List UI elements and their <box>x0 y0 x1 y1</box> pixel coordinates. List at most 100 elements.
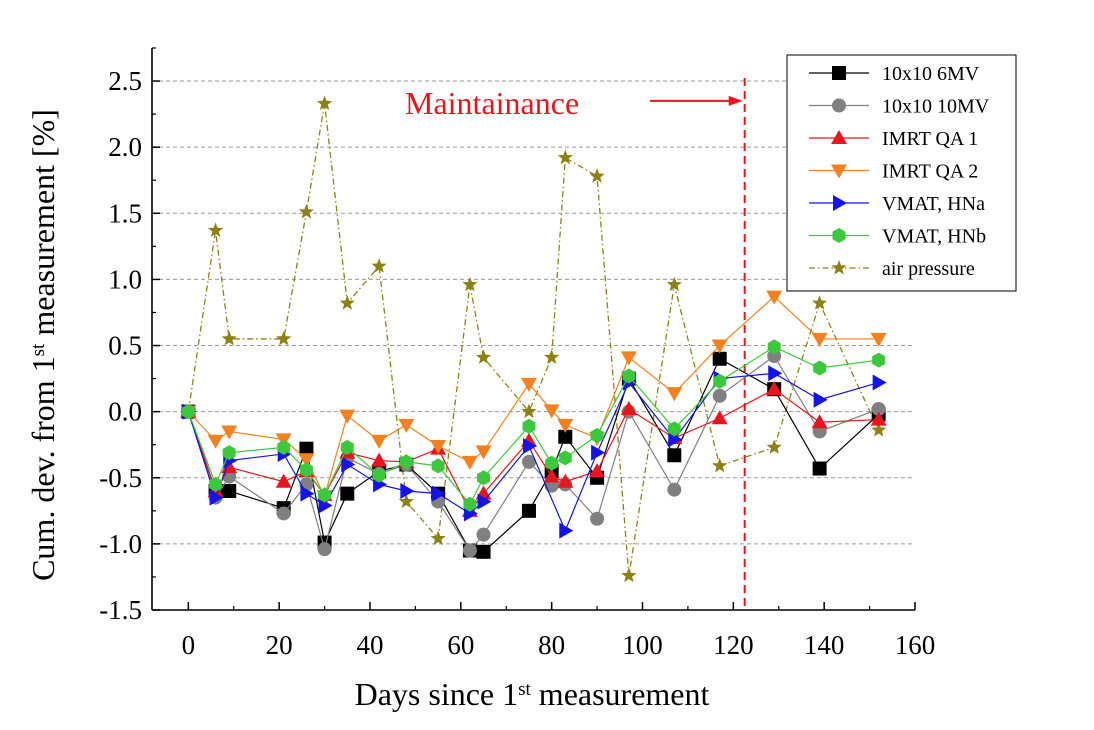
data-point <box>339 295 355 310</box>
x-tick-label: 40 <box>357 630 384 660</box>
data-point <box>463 496 477 512</box>
legend-marker <box>832 66 846 80</box>
data-point <box>522 438 537 455</box>
legend-marker <box>833 195 847 211</box>
data-point <box>620 401 637 416</box>
data-point <box>543 404 560 419</box>
legend-marker <box>831 164 847 179</box>
data-point <box>209 489 224 506</box>
y-tick-label: 0.5 <box>108 331 142 361</box>
data-point <box>340 439 354 455</box>
data-point <box>589 168 605 183</box>
y-tick-label: 0.0 <box>108 397 142 427</box>
data-point <box>318 487 332 503</box>
data-point <box>870 411 887 426</box>
data-point <box>476 544 491 559</box>
legend-label: VMAT, HNa <box>882 193 985 215</box>
data-point <box>666 276 682 292</box>
data-point <box>276 330 292 346</box>
data-point <box>461 455 478 470</box>
data-point <box>400 482 415 499</box>
data-point <box>589 463 606 478</box>
legend-box <box>786 54 1017 292</box>
data-point <box>812 295 828 310</box>
data-point <box>712 351 727 366</box>
data-point <box>591 444 606 461</box>
annotation-arrow <box>650 95 743 106</box>
y-tick-label: -0.5 <box>99 463 142 493</box>
legend-marker <box>831 260 847 275</box>
data-point <box>667 421 681 437</box>
y-tick-label: -1.0 <box>99 529 142 559</box>
data-point <box>207 222 224 237</box>
series-6 <box>180 95 887 583</box>
data-point <box>339 409 356 424</box>
data-point <box>207 434 224 449</box>
y-tick-label: 1.0 <box>108 264 142 294</box>
data-point <box>559 522 574 539</box>
data-point <box>872 374 887 391</box>
data-point <box>712 388 727 403</box>
data-point <box>520 377 537 392</box>
data-point <box>477 470 491 486</box>
data-point <box>398 418 415 433</box>
data-point <box>300 485 315 502</box>
x-tick-label: 60 <box>447 630 474 660</box>
data-point <box>713 373 727 389</box>
data-point <box>222 445 236 461</box>
data-point <box>298 453 315 468</box>
data-point <box>711 339 728 354</box>
data-point <box>871 402 886 417</box>
data-point <box>398 493 414 509</box>
series-3 <box>180 290 887 505</box>
data-point <box>275 473 292 488</box>
data-point <box>521 503 536 518</box>
data-point <box>475 445 492 460</box>
series-layer <box>180 95 887 583</box>
y-tick-label: 2.5 <box>108 66 142 96</box>
data-point <box>766 290 783 305</box>
data-point <box>871 422 887 437</box>
data-point <box>462 543 477 558</box>
data-point <box>621 567 637 583</box>
data-point <box>667 448 682 463</box>
data-point <box>872 352 886 368</box>
annotation-text: Maintainance <box>405 85 579 121</box>
grid-lines <box>152 80 915 545</box>
annotation-arrow-head <box>728 95 743 106</box>
data-point <box>522 418 536 434</box>
legend-marker <box>832 228 846 243</box>
axes: 0 20 40 60 80 100 120 140 160 -1.5 -1.0 -0.5 0.0 0.5 1… <box>99 47 935 660</box>
data-point <box>811 332 828 347</box>
data-point <box>590 427 604 443</box>
data-point <box>371 258 387 273</box>
data-point <box>620 351 637 366</box>
legend-label: 10x10 6MV <box>882 63 980 85</box>
x-tick-label: 20 <box>266 630 293 660</box>
data-point <box>277 439 291 455</box>
x-tick-label: 120 <box>713 630 754 660</box>
data-point <box>711 410 728 425</box>
data-point <box>430 530 446 546</box>
data-point <box>298 203 315 219</box>
data-point <box>221 459 238 474</box>
data-point <box>766 439 782 454</box>
data-point <box>811 414 828 429</box>
data-point <box>462 276 478 292</box>
data-point <box>543 468 560 483</box>
x-tick-label: 0 <box>182 630 196 660</box>
data-point <box>399 454 413 470</box>
series-line <box>187 388 879 512</box>
data-point <box>667 482 682 497</box>
x-axis-title: Days since 1st measurement <box>355 676 710 712</box>
legend-label: IMRT QA 1 <box>882 128 978 150</box>
data-point <box>557 418 574 433</box>
legend: 10x10 6MV 10x10 10MV IMRT QA 1 IMRT QA 2 VMA… <box>786 54 1017 292</box>
y-tick-label: 2.0 <box>108 132 142 162</box>
data-point <box>371 452 388 467</box>
data-point <box>813 360 827 376</box>
data-point <box>181 404 195 420</box>
legend-marker <box>832 98 846 113</box>
data-point <box>222 483 237 498</box>
